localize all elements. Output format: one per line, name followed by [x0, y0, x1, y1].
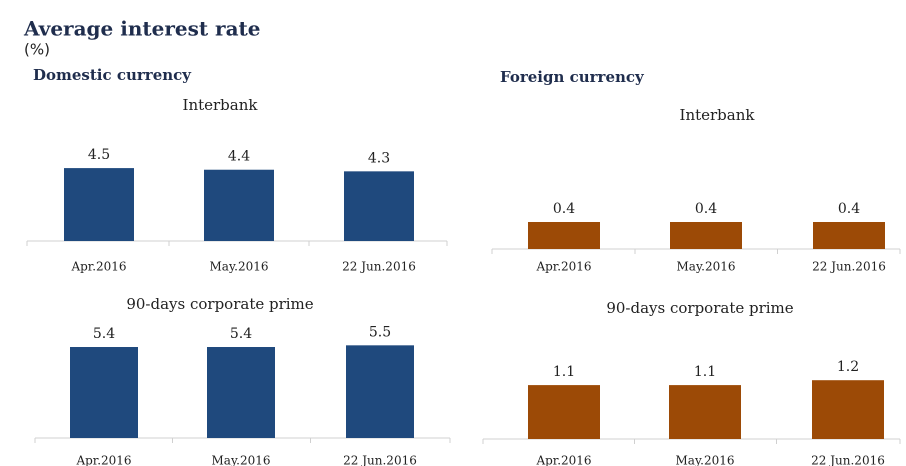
x-tick-label: Apr.2016	[70, 260, 126, 274]
bar	[813, 222, 885, 249]
bar	[70, 347, 138, 438]
page-title: Average interest rate	[23, 17, 261, 41]
bar	[812, 380, 884, 439]
value-label: 1.2	[837, 359, 859, 375]
x-tick-label: 22 Jun.2016	[342, 260, 416, 274]
section-title: Foreign currency	[500, 68, 645, 86]
bar	[64, 168, 134, 241]
panel-title: Interbank	[183, 96, 259, 114]
x-tick-label: May.2016	[677, 260, 736, 274]
x-tick-label: May.2016	[676, 454, 735, 466]
x-tick-label: May.2016	[210, 260, 269, 274]
panel-title: 90-days corporate prime	[126, 295, 313, 313]
value-label: 4.4	[228, 149, 250, 165]
value-label: 1.1	[694, 364, 716, 380]
x-tick-label: 22 Jun.2016	[343, 454, 417, 466]
value-label: 4.3	[368, 150, 390, 166]
x-tick-label: 22 Jun.2016	[812, 260, 886, 274]
value-label: 4.5	[88, 147, 110, 163]
bar	[207, 347, 275, 438]
value-label: 0.4	[838, 201, 860, 217]
bar	[528, 385, 600, 439]
value-label: 0.4	[553, 201, 575, 217]
value-label: 5.4	[93, 326, 115, 342]
x-tick-label: May.2016	[212, 454, 271, 466]
bar	[528, 222, 600, 249]
panel-title: 90-days corporate prime	[606, 299, 793, 317]
x-tick-label: Apr.2016	[535, 260, 591, 274]
bar	[670, 222, 742, 249]
bar	[346, 345, 414, 438]
value-label: 0.4	[695, 201, 717, 217]
x-tick-label: Apr.2016	[75, 454, 131, 466]
x-tick-label: Apr.2016	[535, 454, 591, 466]
value-label: 5.4	[230, 326, 252, 342]
value-label: 1.1	[553, 364, 575, 380]
panel-title: Interbank	[680, 106, 756, 124]
value-label: 5.5	[369, 324, 391, 340]
bar	[204, 169, 274, 241]
section-title: Domestic currency	[33, 66, 192, 84]
bar	[669, 385, 741, 439]
x-tick-label: 22 Jun.2016	[811, 454, 885, 466]
bar	[344, 171, 414, 241]
unit-label: (%)	[24, 41, 50, 59]
